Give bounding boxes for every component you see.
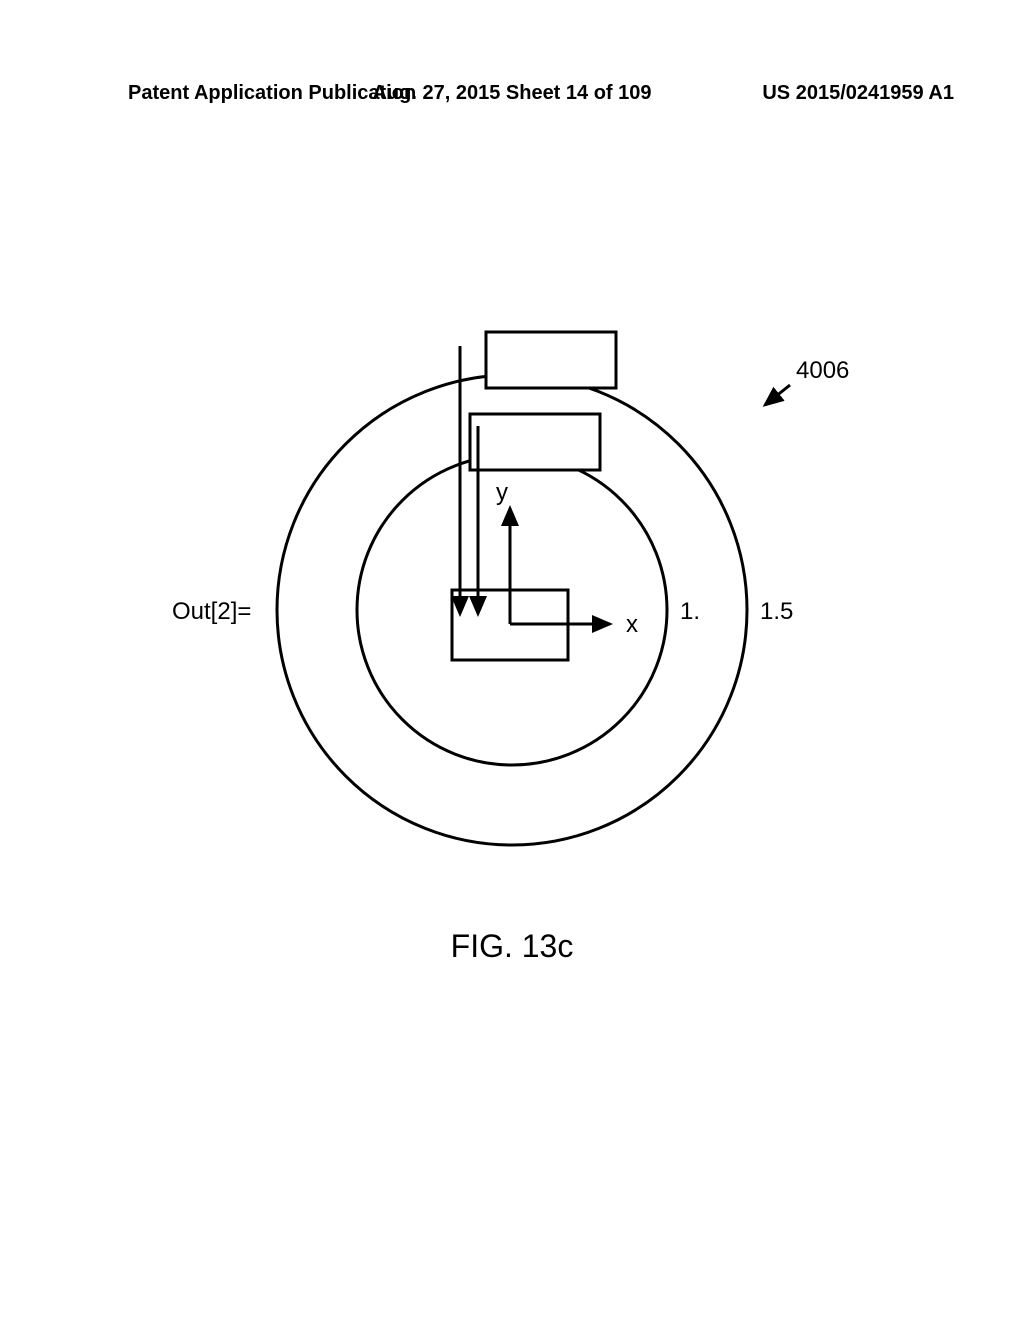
out-label: Out[2]=: [172, 598, 251, 626]
y-axis-label: y: [496, 479, 508, 506]
top-rectangle: [486, 332, 616, 388]
figure-13c: y x 4006 Out[2]= 1. 1.5 FIG. 13c: [0, 0, 1024, 1320]
x-axis-label: x: [626, 611, 638, 638]
second-rectangle: [470, 414, 600, 470]
figure-caption: FIG. 13c: [451, 928, 574, 965]
radius-inner-label: 1.: [680, 598, 700, 626]
radius-outer-label: 1.5: [760, 598, 793, 626]
ref-leader-arrow: [765, 385, 790, 405]
diagram-svg: y x 4006: [0, 0, 1024, 1320]
reference-number: 4006: [796, 357, 849, 384]
